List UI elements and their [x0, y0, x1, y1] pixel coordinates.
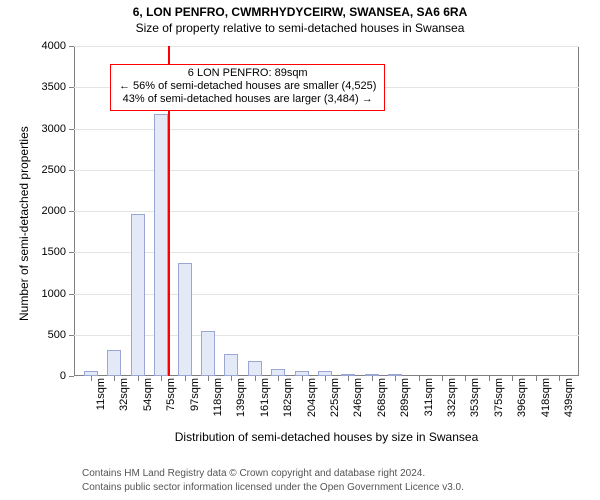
histogram-bar [107, 350, 121, 376]
x-tick-label: 225sqm [329, 378, 341, 424]
histogram-bar [224, 354, 238, 376]
x-tick-label: 246sqm [352, 378, 364, 424]
x-tick [185, 376, 186, 381]
histogram-bar [201, 331, 215, 376]
chart-container: { "chart": { "type": "histogram", "width… [0, 0, 600, 500]
y-tick [69, 376, 74, 377]
x-tick-label: 182sqm [282, 378, 294, 424]
x-tick-label: 289sqm [399, 378, 411, 424]
x-tick-label: 439sqm [563, 378, 575, 424]
x-tick [559, 376, 560, 381]
x-tick-label: 418sqm [540, 378, 552, 424]
x-tick-label: 139sqm [235, 378, 247, 424]
x-tick-label: 353sqm [469, 378, 481, 424]
x-tick [395, 376, 396, 381]
x-tick-label: 396sqm [516, 378, 528, 424]
y-tick-label: 1500 [42, 246, 66, 258]
x-tick-label: 97sqm [189, 378, 201, 424]
gridline [74, 252, 579, 253]
y-tick [69, 129, 74, 130]
x-tick-label: 11sqm [95, 378, 107, 424]
callout-line-1: 6 LON PENFRO: 89sqm [119, 67, 376, 80]
x-tick [255, 376, 256, 381]
x-tick [465, 376, 466, 381]
gridline [74, 170, 579, 171]
x-tick [302, 376, 303, 381]
y-tick-label: 1000 [42, 288, 66, 300]
x-tick [512, 376, 513, 381]
histogram-bar [248, 361, 262, 376]
y-tick [69, 211, 74, 212]
x-tick [536, 376, 537, 381]
y-tick-label: 2000 [42, 205, 66, 217]
y-tick [69, 87, 74, 88]
x-tick [442, 376, 443, 381]
x-tick [114, 376, 115, 381]
x-axis-title: Distribution of semi-detached houses by … [74, 430, 579, 444]
x-tick [489, 376, 490, 381]
x-tick [419, 376, 420, 381]
gridline [74, 211, 579, 212]
x-tick-label: 332sqm [446, 378, 458, 424]
x-tick [231, 376, 232, 381]
footer-copyright: Contains HM Land Registry data © Crown c… [82, 468, 425, 479]
y-tick-label: 3500 [42, 81, 66, 93]
x-tick [208, 376, 209, 381]
y-tick [69, 170, 74, 171]
histogram-bar [154, 114, 168, 376]
y-tick-label: 500 [48, 329, 66, 341]
x-tick-label: 161sqm [259, 378, 271, 424]
gridline [74, 129, 579, 130]
chart-subtitle: Size of property relative to semi-detach… [0, 20, 600, 36]
x-tick-label: 118sqm [212, 378, 224, 424]
gridline [74, 335, 579, 336]
x-tick [372, 376, 373, 381]
x-tick [348, 376, 349, 381]
footer-licence: Contains public sector information licen… [82, 482, 464, 493]
x-tick [161, 376, 162, 381]
y-tick-label: 0 [60, 370, 66, 382]
callout-line-2: ← 56% of semi-detached houses are smalle… [119, 80, 376, 93]
x-tick-label: 54sqm [142, 378, 154, 424]
x-tick-label: 204sqm [306, 378, 318, 424]
x-tick-label: 268sqm [376, 378, 388, 424]
x-tick-label: 75sqm [165, 378, 177, 424]
x-tick [91, 376, 92, 381]
x-tick [138, 376, 139, 381]
y-axis-title: Number of semi-detached properties [17, 126, 31, 321]
histogram-bar [178, 263, 192, 376]
y-tick-label: 4000 [42, 40, 66, 52]
gridline [74, 294, 579, 295]
chart-title: 6, LON PENFRO, CWMRHYDYCEIRW, SWANSEA, S… [0, 0, 600, 20]
histogram-bar [271, 369, 285, 376]
x-tick-label: 311sqm [423, 378, 435, 424]
gridline [74, 46, 579, 47]
y-tick [69, 46, 74, 47]
y-tick [69, 252, 74, 253]
callout-line-3: 43% of semi-detached houses are larger (… [119, 93, 376, 106]
property-callout: 6 LON PENFRO: 89sqm ← 56% of semi-detach… [110, 64, 385, 111]
x-tick-label: 32sqm [118, 378, 130, 424]
x-tick [278, 376, 279, 381]
y-tick-label: 2500 [42, 164, 66, 176]
x-tick [325, 376, 326, 381]
y-tick-label: 3000 [42, 123, 66, 135]
y-tick [69, 294, 74, 295]
x-tick-label: 375sqm [493, 378, 505, 424]
histogram-bar [131, 214, 145, 376]
y-tick [69, 335, 74, 336]
